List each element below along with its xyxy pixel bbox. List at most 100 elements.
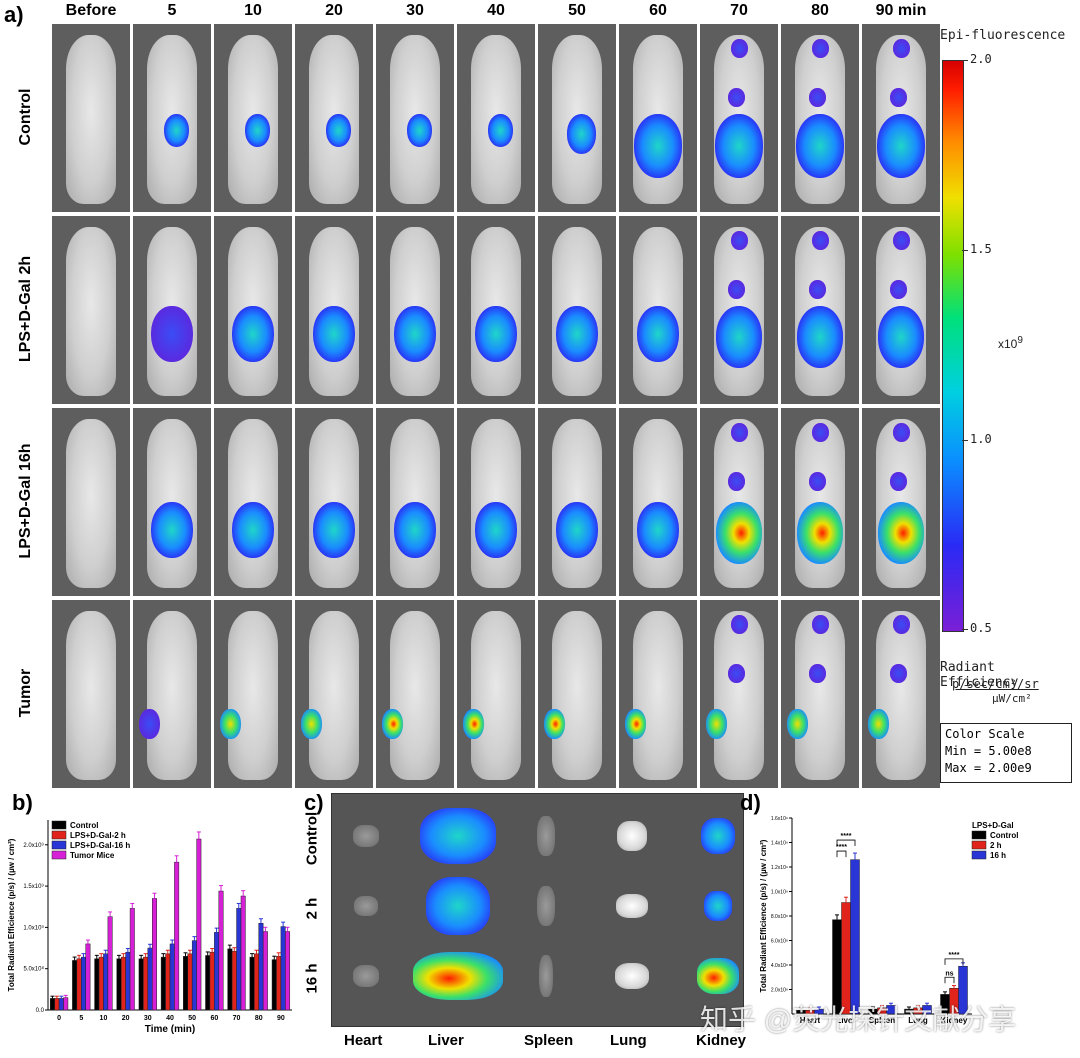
mouse-image-tile [52,600,130,788]
colorbar-tick-label: 2.0 [970,52,992,66]
colorbar-tick [962,440,968,441]
mouse-image-tile [700,600,778,788]
fluorescence-signal [809,87,827,107]
mouse-image-tile [538,600,616,788]
fluorescence-signal [812,39,830,58]
mouse-image-tile [862,408,940,596]
bar [205,955,211,1011]
legend-label: 2 h [990,841,1002,850]
bar [276,956,282,1011]
fluorescence-signal [868,709,889,740]
fluorescence-signal [877,306,925,369]
fluorescence-signal [150,306,194,363]
colorbar-multiplier: x109 [998,335,1023,351]
mouse-image-tile [700,24,778,212]
bar [174,861,180,1011]
legend-label: Control [990,831,1018,840]
colorbar [942,60,964,632]
significance-bracket [836,839,856,847]
significance-label: **** [836,844,847,851]
x-tick-label: Heart [800,1016,821,1025]
x-tick-label: 60 [210,1015,218,1022]
bar [218,890,224,1011]
bar [187,953,193,1011]
bar [54,998,60,1011]
bar [183,956,188,1011]
y-tick-label: 1.6x10⁹ [771,816,788,822]
bar [138,958,144,1011]
bar [143,956,149,1011]
significance-label: **** [949,952,960,959]
bar [120,956,126,1011]
mouse-body [795,611,845,781]
colorbar-tick [962,629,968,630]
color-scale-box: Color Scale Min = 5.00e8 Max = 2.00e9 [940,723,1072,783]
bar [103,953,109,1011]
colorbar-tick-label: 1.5 [970,242,992,256]
fluorescence-signal [245,114,271,148]
fluorescence-signal [796,502,844,565]
y-tick-label: 4.0x10⁸ [771,963,788,969]
bar [249,956,255,1011]
colorbar-tick [962,250,968,251]
fluorescence-signal [731,615,749,634]
organ-image [617,821,647,851]
mouse-image-tile [619,600,697,788]
fluorescence-signal [220,709,241,740]
legend-label: Control [70,821,98,830]
organ-label: Lung [610,1032,647,1049]
legend-swatch [971,850,987,860]
panel-a-letter: a) [4,2,24,27]
y-tick-label: 2.0x10⁹ [23,842,44,849]
fluorescence-signal [890,663,908,683]
bar [125,951,131,1011]
bar [147,947,153,1011]
fluorescence-signal [382,709,403,740]
x-tick-label: Kidney [941,1016,968,1025]
x-axis-label: Time (min) [145,1024,195,1035]
fluorescence-signal [876,114,926,179]
y-axis-label: Total Radiant Efficience (p/s) / (µw / c… [759,839,768,992]
bar [81,956,86,1011]
organ-image [615,963,649,989]
time-column-label: 40 [487,2,505,19]
mouse-image-tile [214,24,292,212]
fluorescence-signal [728,279,746,299]
mouse-image-tile [781,24,859,212]
legend-swatch [971,830,987,840]
fluorescence-signal [625,709,646,740]
mouse-image-tile [295,408,373,596]
x-tick-label: Lung [908,1016,928,1025]
fluorescence-signal [715,502,763,565]
mouse-image-tile [700,408,778,596]
significance-bracket [836,850,847,858]
colorbar-tick [962,60,968,61]
mouse-image-tile [376,408,454,596]
mouse-image-tile [376,24,454,212]
mouse-body [66,611,116,781]
time-column-label: 70 [730,2,748,19]
organ-image [616,894,648,918]
x-tick-label: 90 [277,1015,285,1022]
fluorescence-signal [795,114,845,179]
x-tick-label: Spleen [869,1016,895,1025]
fluorescence-signal [566,114,597,154]
y-tick-label: 1.2x10⁹ [771,865,788,871]
mouse-image-tile [700,216,778,404]
bar [227,948,233,1011]
fluorescence-signal [731,39,749,58]
fluorescence-signal [731,423,749,442]
mouse-image-tile [295,24,373,212]
mouse-image-tile [619,408,697,596]
legend-swatch [51,850,67,860]
x-tick-label: 30 [144,1015,152,1022]
mouse-image-tile [457,24,535,212]
radiant-units-denominator: µW/cm² [992,692,1032,705]
time-column-label: Before [65,2,117,19]
mouse-image-tile [862,24,940,212]
bar [236,908,242,1011]
organ-image [539,955,553,997]
bar [165,953,171,1011]
fluorescence-signal [301,709,322,740]
fluorescence-signal [890,471,908,491]
